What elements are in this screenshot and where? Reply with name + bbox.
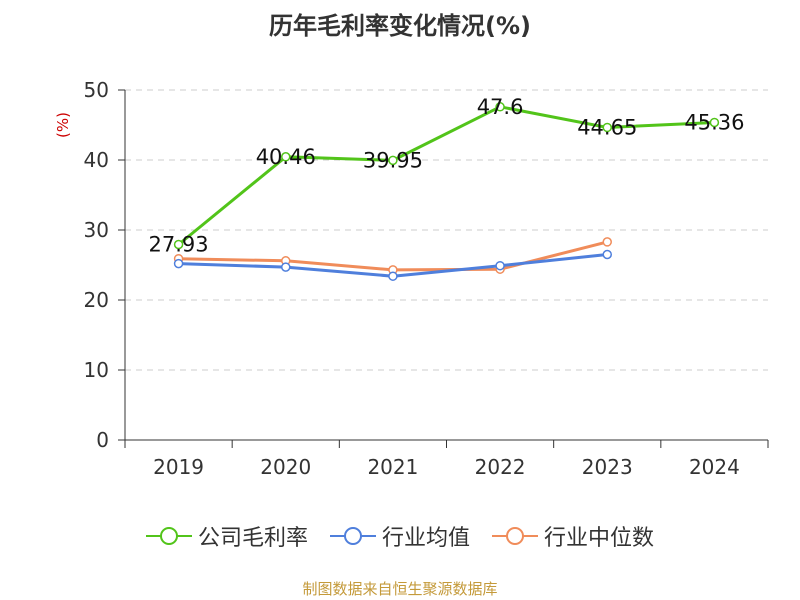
legend-marker-industry-mean-icon [329,527,376,545]
data-point-2 [602,237,612,247]
data-point-0 [709,117,720,128]
legend-item-company[interactable]: 公司毛利率 [145,520,308,552]
source-note: 制图数据来自恒生聚源数据库 [302,580,498,598]
data-point-1 [173,258,184,269]
y-tick-label: 40 [84,148,109,172]
legend-label-industry-mean: 行业均值 [381,526,470,551]
legend-marker-company-icon [145,527,192,545]
data-label: 45.36 [684,110,744,134]
data-label: 39.95 [363,148,423,172]
x-tick-label: 2023 [582,455,633,479]
data-point-1 [281,262,291,272]
data-label: 47.6 [477,95,524,119]
legend: 公司毛利率 行业均值 行业中位数 [0,520,800,552]
data-point-0 [173,239,184,250]
data-label: 40.46 [256,145,316,169]
y-tick-label: 10 [84,358,109,382]
data-point-0 [388,155,398,166]
legend-marker-industry-median-icon [492,527,538,545]
y-tick-label: 50 [84,78,109,102]
x-tick-label: 2022 [475,455,526,479]
data-point-1 [388,271,398,281]
y-tick-label: 0 [96,428,109,452]
x-tick-label: 2019 [153,455,204,479]
y-axis-label: (%) [54,112,72,138]
data-label: 44.65 [577,115,637,139]
data-point-1 [602,249,612,260]
y-tick-label: 20 [84,288,109,312]
data-point-0 [281,152,291,162]
x-tick-label: 2024 [689,455,740,479]
x-tick-label: 2020 [260,455,311,479]
x-tick-label: 2021 [367,455,418,479]
data-label: 27.93 [149,232,209,256]
data-point-1 [495,260,505,271]
legend-item-industry-median[interactable]: 行业中位数 [492,520,654,552]
legend-label-company: 公司毛利率 [197,526,308,551]
chart-title: 历年毛利率变化情况(%) [269,12,531,40]
legend-label-industry-median: 行业中位数 [544,526,655,551]
y-tick-label: 30 [84,218,109,242]
legend-item-industry-mean[interactable]: 行业均值 [329,520,470,552]
data-point-0 [495,102,505,112]
series-line-0 [177,105,715,246]
data-point-0 [602,122,612,133]
